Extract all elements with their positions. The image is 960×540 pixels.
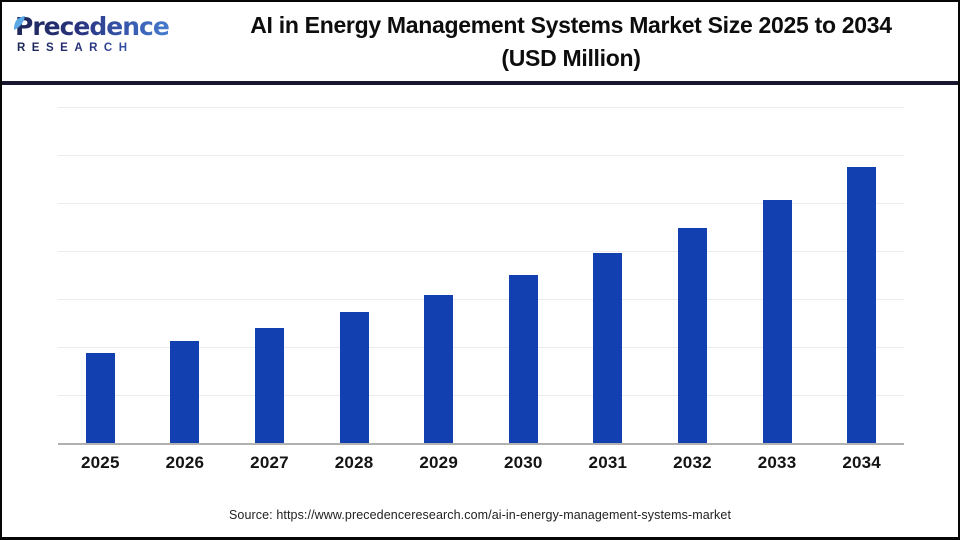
header: Precedence RESEARCH AI in Energy Managem…	[2, 2, 958, 81]
x-axis-label-2030: 2030	[503, 453, 543, 472]
header-divider	[2, 81, 958, 85]
logo-subtitle: RESEARCH	[17, 42, 184, 54]
gridline	[58, 251, 904, 252]
bar-2026	[170, 340, 200, 443]
bar-2025	[85, 352, 115, 443]
chart-title: AI in Energy Management Systems Market S…	[184, 2, 958, 81]
bars-row	[58, 107, 904, 443]
gridline	[58, 107, 904, 108]
bar-2031	[593, 252, 623, 443]
bar-2029	[424, 295, 454, 443]
chart-title-line1: AI in Energy Management Systems Market S…	[250, 12, 892, 38]
bar-2034	[847, 167, 877, 443]
bar-slot-2032	[650, 107, 735, 443]
bar-2027	[254, 327, 284, 443]
x-axis-labels: 2025 2026 2027 2028 2029 2030 2031 2032 2033 2034	[58, 453, 904, 473]
logo-leaf-icon	[14, 16, 25, 30]
bar-slot-2030	[481, 107, 566, 443]
precedence-research-logo: Precedence RESEARCH	[2, 2, 184, 81]
gridline	[58, 202, 904, 204]
bar-2028	[339, 311, 369, 443]
x-axis-label-2028: 2028	[334, 453, 374, 472]
bar-slot-2028	[312, 107, 397, 443]
bar-slot-2025	[58, 107, 143, 443]
bar-slot-2034	[819, 107, 904, 443]
bar-chart: 2025 2026 2027 2028 2029 2030 2031 2032 2033 2034…	[2, 85, 958, 537]
x-axis-label-2025: 2025	[80, 453, 120, 472]
chart-title-line2: (USD Million)	[501, 45, 641, 71]
bar-slot-2031	[566, 107, 651, 443]
x-axis-label-2033: 2033	[757, 453, 797, 472]
gridline	[58, 395, 904, 396]
gridline	[58, 154, 904, 156]
x-axis-label-2031: 2031	[588, 453, 628, 472]
bar-2030	[508, 275, 538, 443]
x-axis-label-2032: 2032	[673, 453, 712, 472]
x-axis-label-2027: 2027	[250, 453, 289, 472]
bar-slot-2033	[735, 107, 820, 443]
x-axis-line	[58, 443, 904, 445]
logo-wordmark: Precedence	[15, 13, 184, 41]
gridline	[58, 298, 904, 300]
bar-slot-2029	[396, 107, 481, 443]
x-axis-label-2029: 2029	[419, 453, 458, 472]
x-axis-label-2026: 2026	[165, 453, 205, 472]
bar-2032	[677, 227, 707, 443]
bar-slot-2026	[143, 107, 228, 443]
logo-wordmark-text: Precedence	[15, 12, 169, 41]
plot-area	[58, 107, 904, 445]
bar-slot-2027	[227, 107, 312, 443]
gridline	[58, 347, 904, 348]
source-text: Source: https://www.precedenceresearch.c…	[228, 508, 732, 522]
x-axis-label-2034: 2034	[842, 453, 881, 472]
bar-2033	[762, 200, 792, 443]
